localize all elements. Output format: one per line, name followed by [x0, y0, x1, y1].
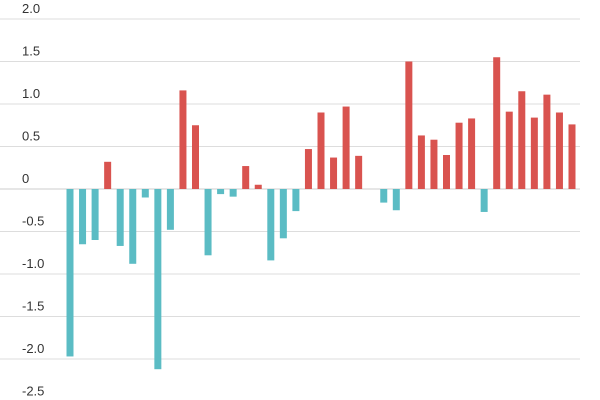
- bar-positive: [505, 111, 513, 189]
- bar-negative: [267, 189, 275, 261]
- y-tick-label: 1.5: [22, 44, 40, 59]
- y-tick-label: 1.0: [22, 86, 40, 101]
- bar-negative: [154, 189, 162, 370]
- y-tick-label: 2.0: [22, 1, 40, 16]
- bar-positive: [254, 184, 262, 189]
- bar-negative: [79, 189, 87, 245]
- bar-negative: [166, 189, 174, 230]
- bar-positive: [568, 124, 576, 189]
- bar-negative: [66, 189, 74, 357]
- bar-positive: [330, 157, 338, 189]
- bar-negative: [229, 189, 237, 197]
- bar-negative: [392, 189, 400, 211]
- bar-positive: [555, 112, 563, 189]
- bar-negative: [480, 189, 488, 212]
- bar-positive: [104, 161, 112, 189]
- bar-positive: [455, 122, 463, 189]
- bar-positive: [443, 155, 450, 189]
- bar-positive: [530, 117, 538, 189]
- y-tick-label: -2.5: [22, 384, 44, 399]
- bar-negative: [292, 189, 300, 212]
- gridlines: [0, 18, 580, 360]
- y-tick-label: -0.5: [22, 214, 44, 229]
- bar-negative: [91, 189, 99, 240]
- y-tick-label: -2.0: [22, 341, 44, 356]
- bar-positive: [430, 139, 438, 189]
- bar-positive: [405, 61, 413, 189]
- bar-negative: [116, 189, 124, 246]
- bar-negative: [129, 189, 137, 264]
- bar-positive: [468, 118, 476, 189]
- y-tick-label: -1.0: [22, 256, 44, 271]
- bars: [66, 57, 576, 370]
- bar-positive: [317, 112, 325, 189]
- bar-positive: [304, 149, 312, 189]
- bar-positive: [179, 90, 187, 189]
- y-tick-label: -1.5: [22, 299, 44, 314]
- bar-negative: [217, 189, 225, 195]
- bar-negative: [380, 189, 388, 203]
- bar-positive: [417, 135, 425, 189]
- y-axis-labels: 2.0 1.5 1.0 0.5 0 -0.5 -1.0 -1.5 -2.0 -2.5: [22, 1, 44, 399]
- bar-negative: [279, 189, 287, 239]
- bar-negative: [204, 189, 212, 256]
- bar-positive: [493, 57, 501, 189]
- y-tick-label: 0.5: [22, 129, 40, 144]
- bar-positive: [355, 155, 363, 189]
- bar-positive: [242, 166, 250, 189]
- bar-positive: [543, 94, 551, 189]
- y-tick-label: 0: [22, 171, 29, 186]
- bar-positive: [518, 91, 526, 189]
- bar-positive: [342, 106, 350, 189]
- bar-positive: [192, 125, 199, 189]
- bar-negative: [141, 189, 149, 198]
